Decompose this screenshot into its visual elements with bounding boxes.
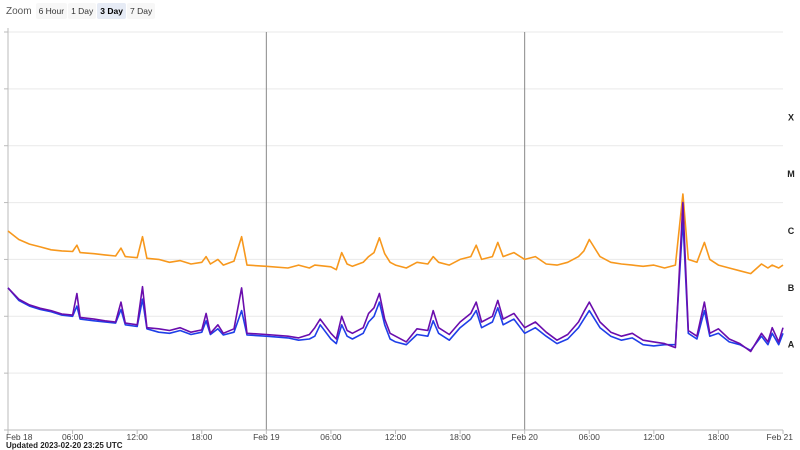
x-axis: Feb 18 06:00 12:00 18:00 Feb 19 06:00 12:00 18:… [6, 429, 794, 442]
x-tick-label: 18:00 [708, 432, 730, 442]
x-tick-label: 18:00 [449, 432, 471, 442]
x-tick-label: Feb 18 [6, 432, 33, 442]
series-line-short [7, 218, 784, 352]
x-tick-label: 18:00 [191, 432, 213, 442]
x-tick-label: 12:00 [385, 432, 407, 442]
series-line-long [7, 193, 784, 275]
zoom-3-day-button[interactable]: 3 Day [97, 3, 126, 19]
zoom-6-hour-button[interactable]: 6 Hour [35, 3, 68, 19]
flare-class-axis: X M C B A [787, 112, 795, 349]
class-label-x: X [788, 112, 794, 122]
class-label-c: C [788, 226, 795, 236]
x-tick-label: Feb 19 [253, 432, 280, 442]
series-line-short_overlay [7, 201, 784, 353]
x-tick-label: Feb 21 [767, 432, 794, 442]
x-tick-label: 06:00 [320, 432, 342, 442]
zoom-bar: Zoom 6 Hour 1 Day 3 Day 7 Day [0, 0, 156, 22]
class-label-a: A [788, 340, 795, 350]
zoom-1-day-button[interactable]: 1 Day [68, 3, 97, 19]
x-tick-label: 06:00 [579, 432, 601, 442]
series-layer [7, 193, 784, 353]
x-tick-label: 12:00 [643, 432, 665, 442]
grid-layer [4, 28, 783, 431]
class-label-m: M [787, 169, 795, 179]
zoom-7-day-button[interactable]: 7 Day [126, 3, 156, 19]
zoom-label: Zoom [6, 5, 32, 17]
x-tick-label: 06:00 [62, 432, 84, 442]
x-tick-label: Feb 20 [511, 432, 538, 442]
class-label-b: B [788, 283, 795, 293]
updated-timestamp: Updated 2023-02-20 23:25 UTC [6, 441, 123, 450]
x-tick-label: 12:00 [127, 432, 149, 442]
